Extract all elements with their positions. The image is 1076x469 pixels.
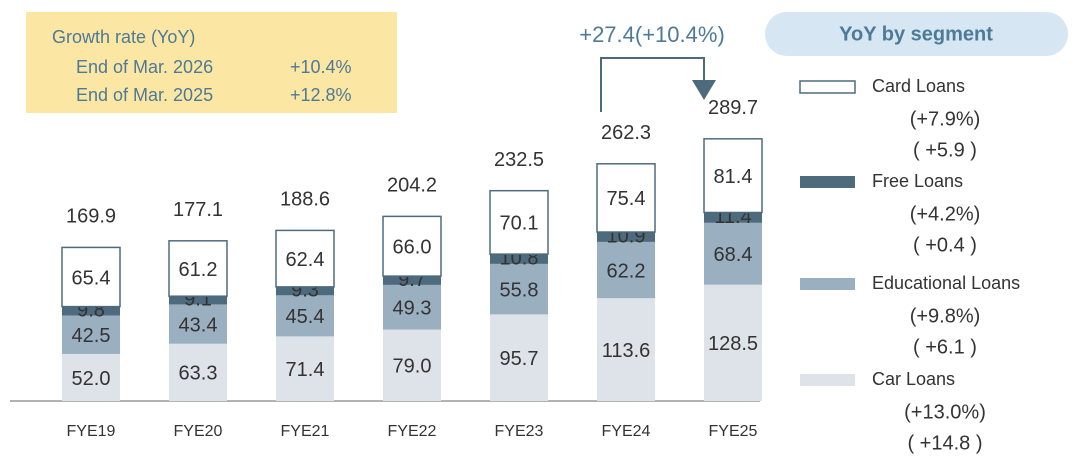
x-tick-label: FYE24 — [602, 423, 651, 440]
bar-segment — [168, 240, 228, 297]
bar-segment — [704, 222, 762, 285]
bar-segment — [596, 163, 656, 233]
x-tick-label: FYE21 — [281, 423, 330, 440]
arrow-head — [692, 80, 716, 100]
data-label: 68.4 — [714, 244, 753, 266]
legend-header — [765, 12, 1068, 56]
data-label: 43.4 — [179, 314, 218, 336]
legend-note: (+13.0%) — [904, 401, 986, 423]
x-tick-label: FYE25 — [709, 423, 758, 440]
bar-segment — [490, 314, 548, 401]
total-label: 232.5 — [494, 149, 544, 171]
legend-label: Car Loans — [872, 369, 955, 389]
data-label: 71.4 — [286, 359, 325, 381]
bar-segment — [276, 336, 334, 401]
bar-segment — [62, 315, 120, 354]
data-label: 95.7 — [500, 348, 539, 370]
data-label: 75.4 — [607, 188, 646, 210]
growth-value: +12.8% — [290, 85, 352, 105]
x-tick-label: FYE20 — [174, 423, 223, 440]
bar-segment — [169, 304, 227, 344]
bar-segment — [169, 296, 227, 305]
data-label: 70.1 — [500, 213, 539, 235]
data-label: 63.3 — [179, 363, 218, 385]
growth-box — [26, 12, 397, 113]
bar-segment — [276, 295, 334, 337]
legend-swatch — [800, 374, 855, 386]
bar-segment — [704, 212, 762, 223]
bar-segment — [61, 246, 121, 308]
bar-segment — [703, 138, 763, 214]
growth-value: +10.4% — [290, 57, 352, 77]
total-label: 204.2 — [387, 174, 437, 196]
data-label: 62.2 — [607, 260, 646, 282]
bar-segment — [490, 263, 548, 315]
bar-segment — [597, 232, 655, 242]
bar-segment — [597, 241, 655, 299]
legend-note: ( +0.4 ) — [913, 234, 977, 256]
total-label: 177.1 — [173, 199, 223, 221]
data-label: 55.8 — [500, 279, 539, 301]
data-label: 52.0 — [72, 368, 111, 390]
data-label: 61.2 — [179, 259, 218, 281]
growth-title: Growth rate (YoY) — [52, 27, 195, 47]
data-label: 65.4 — [72, 267, 111, 289]
legend-title: YoY by segment — [839, 23, 993, 45]
legend-swatch — [799, 80, 856, 94]
total-label: 188.6 — [280, 189, 330, 211]
legend-label: Educational Loans — [872, 273, 1020, 293]
x-tick-label: FYE23 — [495, 423, 544, 440]
x-tick-label: FYE22 — [388, 423, 437, 440]
legend-swatch — [800, 278, 855, 290]
annotation: +27.4(+10.4%) — [579, 22, 725, 47]
legend-note: ( +6.1 ) — [913, 336, 977, 358]
bar-segment — [597, 298, 655, 401]
x-tick-label: FYE19 — [67, 423, 116, 440]
growth-label: End of Mar. 2025 — [76, 85, 213, 105]
legend-note: (+7.9%) — [910, 108, 981, 130]
data-label: 128.5 — [708, 333, 758, 355]
legend-label: Card Loans — [872, 76, 965, 96]
data-label: 113.6 — [602, 340, 651, 362]
data-label: 42.5 — [72, 325, 111, 347]
data-label: 81.4 — [714, 166, 753, 188]
total-label: 169.9 — [66, 206, 116, 228]
bar-segment — [383, 329, 441, 401]
bar-segment — [490, 254, 548, 264]
legend-note: (+4.2%) — [910, 203, 981, 225]
data-label: 66.0 — [393, 237, 432, 259]
bar-segment — [62, 353, 120, 401]
legend-label: Free Loans — [872, 171, 963, 191]
bar-segment — [383, 276, 441, 285]
bar-segment — [169, 343, 227, 401]
growth-label: End of Mar. 2026 — [76, 57, 213, 77]
bar-segment — [275, 229, 335, 288]
legend-note: (+9.8%) — [910, 305, 981, 327]
bar-segment — [62, 306, 120, 316]
bar-segment — [382, 215, 442, 277]
legend-swatch — [800, 176, 855, 188]
bar-segment — [383, 284, 441, 330]
legend-note: ( +14.8 ) — [907, 432, 982, 454]
bar-segment — [489, 189, 549, 255]
data-label: 62.4 — [286, 249, 325, 271]
data-label: 45.4 — [286, 306, 325, 328]
total-label: 262.3 — [601, 122, 651, 144]
data-label: 79.0 — [393, 356, 432, 378]
bar-segment — [276, 286, 334, 296]
arrow — [600, 57, 705, 112]
bar-segment — [704, 284, 762, 401]
total-label: 289.7 — [708, 97, 758, 119]
legend-note: ( +5.9 ) — [913, 139, 977, 161]
data-label: 49.3 — [393, 297, 432, 319]
